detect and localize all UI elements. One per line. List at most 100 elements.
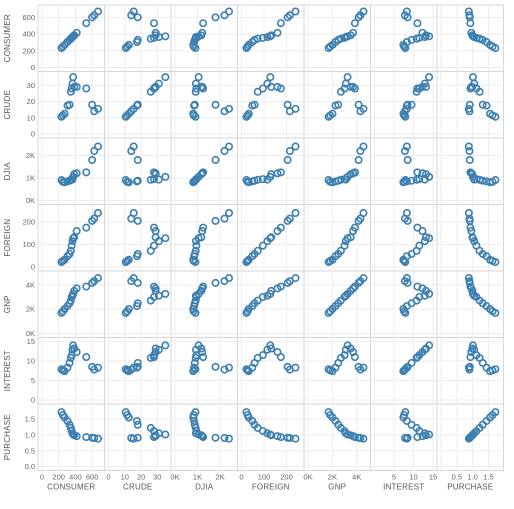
data-point-purchase-crude-8 <box>161 430 170 439</box>
data-point-djia-consumer-10 <box>72 169 81 178</box>
y-tick-purchase-2: 1.0 <box>25 430 35 439</box>
data-point-djia-crude-14 <box>129 142 138 151</box>
column-label-purchase: PURCHASE <box>447 483 493 492</box>
cell-purchase-vs-gnp <box>303 403 371 471</box>
data-point-interest-djia-9 <box>197 344 206 353</box>
data-point-crude-gnp-14 <box>359 104 368 113</box>
data-point-crude-gnp-2 <box>328 109 337 118</box>
cell-consumer-vs-purchase <box>436 4 504 72</box>
y-tick-crude-2: 20 <box>27 97 35 106</box>
x-tick-crude-2: 20 <box>137 473 145 482</box>
x-tick-djia-1: 1K <box>193 473 202 482</box>
cell-interest-vs-gnp <box>303 337 371 405</box>
data-point-foreign-foreign-12 <box>283 216 292 225</box>
data-point-djia-purchase-12 <box>465 156 474 165</box>
x-tick-consumer-1: 200 <box>52 473 65 482</box>
cell-foreign-vs-djia <box>170 204 238 272</box>
cell-purchase-vs-interest <box>370 403 438 471</box>
data-point-djia-foreign-13 <box>285 147 294 156</box>
data-point-consumer-foreign-6 <box>258 33 267 42</box>
data-point-foreign-crude-4 <box>133 249 142 258</box>
data-point-gnp-foreign-11 <box>276 282 285 291</box>
data-point-crude-purchase-2 <box>486 109 495 118</box>
data-point-consumer-purchase-13 <box>465 11 474 20</box>
data-point-djia-foreign-6 <box>258 175 267 184</box>
data-point-foreign-interest-6 <box>415 241 424 250</box>
data-point-foreign-purchase-14 <box>464 209 473 218</box>
data-point-consumer-consumer-1 <box>58 42 67 51</box>
x-tick-interest-2: 15 <box>429 473 437 482</box>
data-point-consumer-gnp-5 <box>336 34 345 43</box>
cell-crude-vs-gnp <box>303 71 371 139</box>
data-point-gnp-gnp-14 <box>359 274 368 283</box>
data-point-crude-crude-10 <box>151 82 160 91</box>
data-point-crude-purchase-3 <box>482 101 491 110</box>
data-point-gnp-djia-14 <box>225 274 234 283</box>
y-tick-foreign-1: 100 <box>22 240 35 249</box>
x-tick-crude-0: 0 <box>106 473 110 482</box>
x-tick-crude-3: 30 <box>153 473 161 482</box>
data-point-gnp-interest-7 <box>420 291 429 300</box>
data-point-foreign-foreign-11 <box>276 223 285 232</box>
data-point-consumer-crude-9 <box>151 31 160 40</box>
cell-frame <box>170 270 238 338</box>
data-point-djia-crude-12 <box>133 156 142 165</box>
data-point-consumer-consumer-14 <box>93 7 102 16</box>
cell-interest-vs-purchase <box>436 337 504 405</box>
data-point-purchase-crude-2 <box>124 413 133 422</box>
data-point-consumer-interest-11 <box>413 19 422 28</box>
data-point-djia-purchase-2 <box>486 178 495 187</box>
data-point-interest-djia-6 <box>192 351 201 360</box>
data-point-crude-crude-8 <box>161 73 170 82</box>
data-point-gnp-consumer-12 <box>88 278 97 287</box>
data-point-djia-djia-14 <box>225 142 234 151</box>
cell-crude-vs-consumer <box>37 71 105 139</box>
cell-djia-vs-gnp <box>303 137 371 205</box>
data-point-consumer-purchase-14 <box>464 7 473 16</box>
data-point-consumer-djia-14 <box>225 7 234 16</box>
data-point-interest-crude-10 <box>151 348 160 357</box>
column-label-djia: DJIA <box>195 483 214 492</box>
data-point-crude-djia-5 <box>191 87 200 96</box>
data-point-foreign-consumer-11 <box>82 223 91 232</box>
x-tick-interest-0: 5 <box>392 473 396 482</box>
data-point-crude-gnp-4 <box>334 100 343 109</box>
data-point-crude-purchase-4 <box>478 100 487 109</box>
data-point-foreign-consumer-5 <box>66 246 75 255</box>
cell-foreign-vs-consumer <box>37 204 105 272</box>
column-label-interest: INTEREST <box>383 483 424 492</box>
data-point-crude-gnp-10 <box>349 82 358 91</box>
data-point-crude-crude-11 <box>150 84 159 93</box>
data-point-interest-foreign-14 <box>291 363 300 372</box>
data-point-foreign-crude-6 <box>150 241 159 250</box>
data-point-purchase-gnp-14 <box>359 434 368 443</box>
data-point-consumer-purchase-10 <box>467 28 476 37</box>
data-point-interest-djia-14 <box>225 363 234 372</box>
x-tick-purchase-1: 1.0 <box>467 473 477 482</box>
cell-djia-vs-purchase <box>436 137 504 205</box>
data-point-foreign-interest-14 <box>402 209 411 218</box>
data-point-djia-gnp-12 <box>354 156 363 165</box>
cell-foreign-vs-interest <box>370 204 438 272</box>
cell-gnp-vs-gnp <box>303 270 371 338</box>
data-point-crude-djia-11 <box>199 84 208 93</box>
y-tick-consumer-0: 0 <box>31 63 35 72</box>
cell-foreign-vs-foreign <box>237 204 305 272</box>
data-point-foreign-djia-10 <box>198 227 207 236</box>
data-point-djia-foreign-14 <box>291 142 300 151</box>
data-point-djia-djia-11 <box>199 168 208 177</box>
data-point-interest-djia-2 <box>189 367 198 376</box>
data-point-djia-gnp-11 <box>350 168 359 177</box>
data-point-consumer-consumer-12 <box>88 13 97 22</box>
cell-consumer-vs-crude <box>104 4 172 72</box>
data-point-gnp-djia-5 <box>191 296 200 305</box>
data-point-interest-crude-12 <box>133 362 142 371</box>
data-point-crude-foreign-2 <box>244 109 253 118</box>
data-point-foreign-consumer-13 <box>90 214 99 223</box>
data-point-interest-interest-13 <box>400 365 409 374</box>
data-point-consumer-djia-12 <box>211 13 220 22</box>
data-point-interest-gnp-7 <box>341 345 350 354</box>
y-tick-interest-0: 0 <box>31 396 35 405</box>
cell-frame <box>170 71 238 139</box>
